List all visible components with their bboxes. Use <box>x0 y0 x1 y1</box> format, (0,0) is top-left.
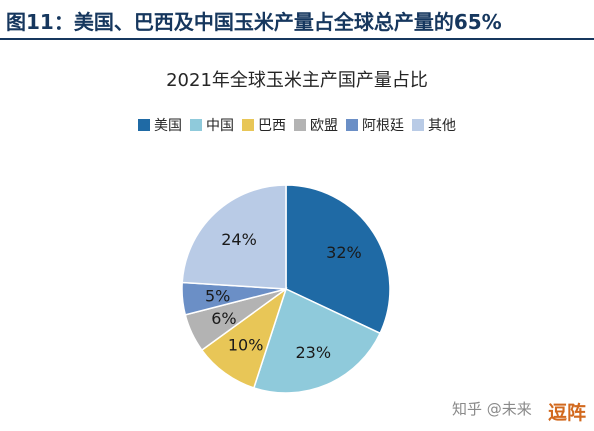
legend-label: 阿根廷 <box>362 118 404 134</box>
legend-swatch <box>346 119 358 131</box>
pie-slice <box>252 287 382 394</box>
watermark: 知乎 @未来 <box>452 398 532 419</box>
watermark-logo: 逗阵 <box>548 402 587 424</box>
pie-slice <box>181 184 287 290</box>
legend-swatch <box>294 119 306 131</box>
legend-label: 巴西 <box>258 118 286 134</box>
legend-item: 巴西 <box>242 115 286 135</box>
slice-label: 23% <box>295 343 331 362</box>
slice-label: 6% <box>211 309 236 328</box>
slice-label: 5% <box>205 286 230 305</box>
legend-label: 欧盟 <box>310 118 338 134</box>
legend-swatch <box>138 119 150 131</box>
legend-item: 中国 <box>190 115 234 135</box>
figure-title: 图11：美国、巴西及中国玉米产量占全球总产量的65% <box>6 10 502 34</box>
slice-label: 24% <box>221 230 257 249</box>
pie-slice <box>285 184 391 335</box>
legend-label: 中国 <box>206 118 234 134</box>
legend: 美国 中国 巴西 欧盟 阿根廷 其他 <box>0 115 594 135</box>
legend-item: 美国 <box>138 115 182 135</box>
watermark-text: 知乎 @未来 <box>452 400 532 418</box>
legend-swatch <box>412 119 424 131</box>
legend-item: 阿根廷 <box>346 115 404 135</box>
chart-title: 2021年全球玉米主产国产量占比 <box>166 70 428 91</box>
header-rule <box>0 38 594 40</box>
legend-swatch <box>190 119 202 131</box>
figure-header: 图11：美国、巴西及中国玉米产量占全球总产量的65% <box>0 0 594 40</box>
legend-label: 其他 <box>428 118 456 134</box>
legend-label: 美国 <box>154 118 182 134</box>
legend-item: 欧盟 <box>294 115 338 135</box>
legend-item: 其他 <box>412 115 456 135</box>
slice-label: 10% <box>228 336 264 355</box>
legend-swatch <box>242 119 254 131</box>
slice-label: 32% <box>326 243 362 262</box>
